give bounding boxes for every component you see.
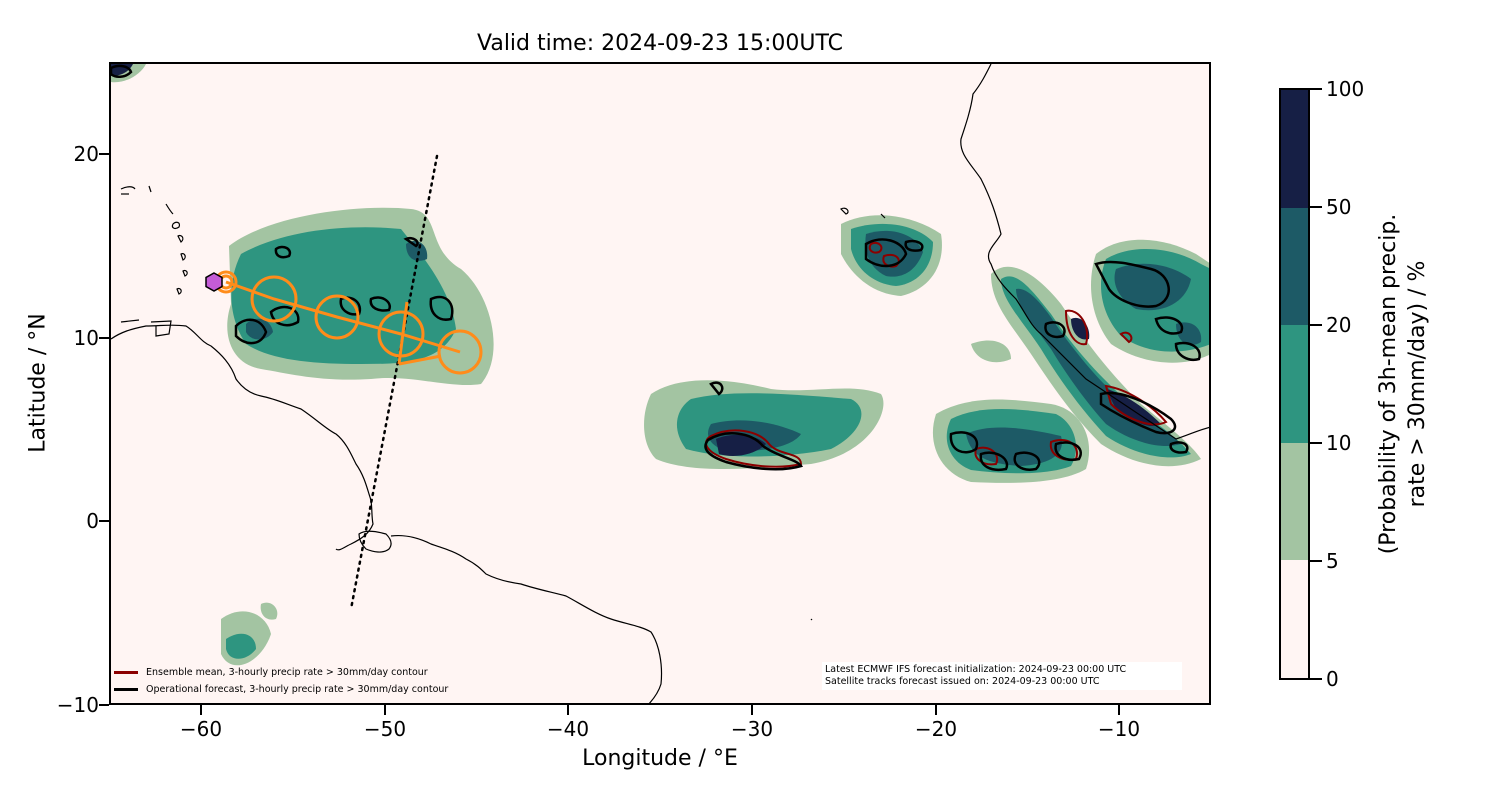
colorbar-tick <box>1310 678 1322 680</box>
xtick-label: −10 <box>1097 717 1141 741</box>
dark-red-line-icon <box>114 671 138 674</box>
colorbar-tick-label: 5 <box>1326 549 1339 573</box>
ytick-label: −10 <box>56 693 99 717</box>
colorbar-tick-label: 20 <box>1326 313 1352 337</box>
xtick-mark <box>200 705 202 715</box>
xtick-label: −30 <box>730 717 774 741</box>
xtick-mark <box>567 705 569 715</box>
ytick-mark-20 <box>99 153 109 155</box>
map-canvas <box>111 64 1209 703</box>
colorbar <box>1279 88 1310 680</box>
y-axis-label: Latitude / °N <box>25 313 51 453</box>
precip-5-10-fills <box>111 64 1209 666</box>
map-title: Valid time: 2024-09-23 15:00UTC <box>477 31 843 56</box>
xtick-mark <box>1118 705 1120 715</box>
satellite-track <box>349 154 439 611</box>
legend: Ensemble mean, 3-hourly precip rate > 30… <box>114 664 448 698</box>
ytick-label: 0 <box>86 509 99 533</box>
x-axis-label: Longitude / °E <box>582 746 738 771</box>
satellite-issue-text: Satellite tracks forecast issued on: 202… <box>825 676 1100 687</box>
colorbar-segment-10-20 <box>1281 325 1308 443</box>
legend-item-ensemble-mean: Ensemble mean, 3-hourly precip rate > 30… <box>114 664 448 681</box>
colorbar-segment-0-5 <box>1281 560 1308 678</box>
precip-50-100-fills <box>111 64 1161 456</box>
colorbar-tick-label: 50 <box>1326 195 1352 219</box>
xtick-label: −20 <box>914 717 958 741</box>
colorbar-label: (Probability of 3h-mean precip. rate > 3… <box>1374 214 1432 555</box>
coastlines <box>111 64 1209 703</box>
xtick-mark <box>751 705 753 715</box>
map-plot-area <box>109 62 1211 705</box>
colorbar-tick <box>1310 442 1322 444</box>
xtick-label: −50 <box>363 717 407 741</box>
ytick-label: 10 <box>73 326 99 350</box>
xtick-mark <box>384 705 386 715</box>
colorbar-tick <box>1310 560 1322 562</box>
colorbar-tick <box>1310 324 1322 326</box>
colorbar-tick-label: 0 <box>1326 667 1339 691</box>
legend-label: Ensemble mean, 3-hourly precip rate > 30… <box>146 667 428 678</box>
xtick-mark <box>935 705 937 715</box>
colorbar-segment-20-50 <box>1281 207 1308 326</box>
colorbar-segment-5-10 <box>1281 442 1308 561</box>
forecast-init-text: Latest ECMWF IFS forecast initialization… <box>825 664 1127 675</box>
ytick-mark-10 <box>99 337 109 339</box>
xtick-label: −60 <box>179 717 223 741</box>
xtick-label: −40 <box>546 717 590 741</box>
colorbar-label-line1: (Probability of 3h-mean precip. <box>1376 213 1401 555</box>
colorbar-tick-label: 100 <box>1326 77 1365 101</box>
ytick-mark-0 <box>99 520 109 522</box>
colorbar-tick <box>1310 206 1322 208</box>
colorbar-segment-50-100 <box>1281 90 1308 208</box>
legend-item-operational: Operational forecast, 3-hourly precip ra… <box>114 681 448 698</box>
storm-forecast-track <box>214 270 483 375</box>
legend-label: Operational forecast, 3-hourly precip ra… <box>146 684 449 695</box>
forecast-info-box: Latest ECMWF IFS forecast initialization… <box>822 662 1182 690</box>
ensemble-mean-contours <box>705 242 1168 468</box>
colorbar-tick-label: 10 <box>1326 431 1352 455</box>
ytick-label: 20 <box>73 142 99 166</box>
ytick-mark-neg10 <box>99 704 109 706</box>
colorbar-tick <box>1310 88 1322 90</box>
storm-position-marker <box>205 272 223 292</box>
colorbar-label-line2: rate > 30mm/day) / % <box>1405 260 1430 508</box>
black-line-icon <box>114 688 138 691</box>
